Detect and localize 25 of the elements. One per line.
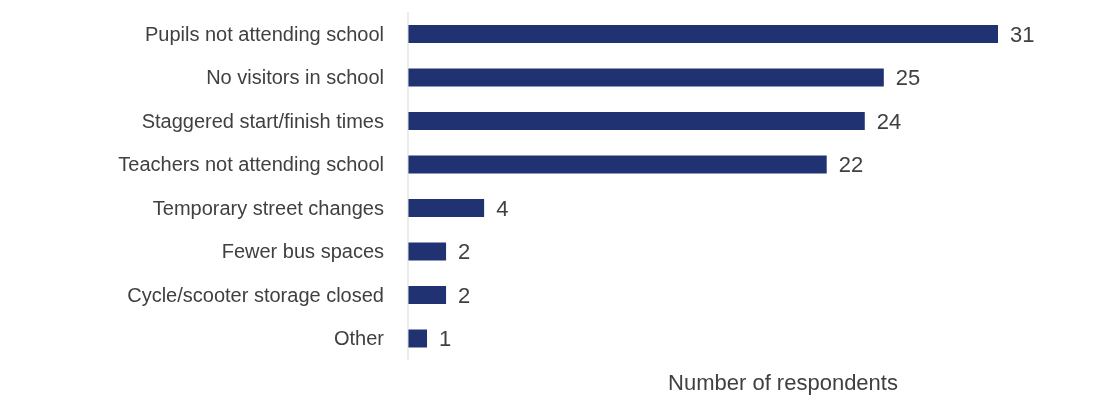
bar xyxy=(408,25,998,43)
y-tick-label: Cycle/scooter storage closed xyxy=(127,283,384,306)
data-label: 22 xyxy=(838,152,864,178)
y-tick-label: Staggered start/finish times xyxy=(141,109,384,132)
bar xyxy=(408,155,827,174)
y-tick-label: No visitors in school xyxy=(206,66,384,89)
y-tick-label: Teachers not attending school xyxy=(118,153,384,176)
data-label: 31 xyxy=(1010,21,1035,47)
data-label: 2 xyxy=(458,239,471,265)
bar xyxy=(408,329,428,348)
bar xyxy=(408,286,447,304)
bar xyxy=(408,68,884,87)
y-tick-label: Pupils not attending school xyxy=(144,22,384,45)
y-tick-label: Other xyxy=(333,327,385,350)
bar xyxy=(408,112,865,130)
data-label: 4 xyxy=(496,195,509,221)
data-label: 25 xyxy=(895,65,921,91)
bar xyxy=(408,242,447,261)
data-label: 2 xyxy=(458,282,471,308)
data-label: 1 xyxy=(439,326,452,352)
y-tick-label: Fewer bus spaces xyxy=(221,240,384,263)
x-axis-title: Number of respondents xyxy=(668,370,898,395)
y-tick-label: Temporary street changes xyxy=(152,196,384,219)
bar xyxy=(408,199,485,217)
data-label: 24 xyxy=(876,108,902,134)
